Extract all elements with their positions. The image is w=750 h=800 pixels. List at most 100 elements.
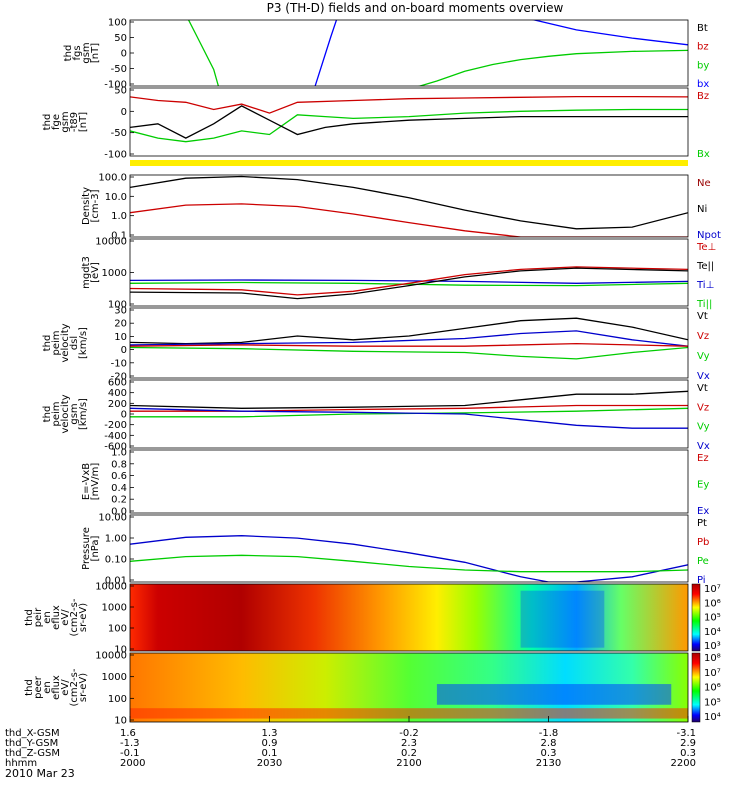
y-tick-label: 1.0 — [111, 448, 127, 459]
y-axis-label-line: thd — [24, 679, 35, 696]
legend-entry: Vy — [697, 422, 710, 433]
y-axis-label-line: thd — [42, 114, 53, 131]
y-axis-label-line: [nT] — [90, 43, 101, 63]
panel-frame — [129, 583, 689, 652]
y-axis-label-line: [km/s] — [78, 327, 89, 359]
legend-entry: Vx — [697, 441, 710, 452]
series-line — [130, 266, 688, 296]
y-tick-label: 20 — [114, 319, 127, 330]
spectrogram-bottom-band — [130, 708, 688, 719]
y-axis-label-line: [eV] — [90, 262, 101, 283]
legend-entry: Vt — [697, 311, 708, 322]
y-axis-label-line: eflux — [51, 605, 62, 630]
legend-entry: Pt — [697, 518, 707, 529]
series-line — [130, 105, 688, 139]
y-tick-label: -200 — [104, 420, 127, 431]
x-axis-value: 1.6 — [120, 728, 136, 739]
y-axis-label-line: eflux — [51, 675, 62, 700]
y-tick-label: -10 — [111, 358, 127, 369]
legend-entry: Vx — [697, 371, 710, 382]
colorbar-tick-label: 10⁵ — [704, 697, 721, 708]
y-tick-label: 100.0 — [98, 173, 127, 184]
y-axis-label-line: thd — [42, 335, 53, 352]
y-tick-label: 1.0 — [111, 211, 127, 222]
series-line — [130, 203, 688, 237]
y-tick-label: 0 — [121, 410, 127, 421]
colorbar-tick-label: 10⁷ — [704, 584, 721, 595]
y-tick-label: 50 — [114, 86, 127, 97]
y-axis-label-line: gsm — [60, 111, 71, 132]
x-axis-row-label: thd_Z-GSM — [5, 748, 60, 759]
x-axis-value: 0.1 — [262, 748, 278, 759]
legend-entry: bz — [697, 42, 709, 53]
y-tick-label: 10 — [114, 716, 127, 727]
y-axis-label-line: eV/ — [60, 679, 71, 696]
y-tick-label: -100 — [104, 80, 127, 91]
y-tick-label: 0.01 — [105, 576, 127, 587]
series-line — [314, 20, 688, 86]
y-tick-label: 10.00 — [98, 513, 127, 524]
series-line — [130, 108, 688, 143]
y-axis-label-line: eV/ — [60, 609, 71, 626]
y-axis-label-line: Density — [81, 187, 92, 225]
x-axis-value: 2.9 — [680, 738, 696, 749]
legend-entry: bx — [697, 79, 709, 90]
colorbar — [691, 652, 701, 723]
x-axis-value: -3.1 — [676, 728, 696, 739]
y-axis-label-line: [mV/m] — [90, 463, 101, 501]
y-tick-label: 10000 — [95, 237, 127, 248]
y-tick-label: -400 — [104, 431, 127, 442]
y-tick-label: -600 — [104, 442, 127, 453]
y-tick-label: 1.00 — [105, 534, 127, 545]
x-axis-value: 2.3 — [401, 738, 417, 749]
legend-entry: Ne — [697, 178, 711, 189]
colorbar-tick-label: 10⁸ — [704, 653, 721, 664]
legend-entry: Pe — [697, 556, 709, 567]
y-tick-label: 10 — [114, 332, 127, 343]
y-tick-label: 0.0 — [111, 507, 127, 518]
legend-entry: Vy — [697, 351, 710, 362]
series-line — [130, 281, 688, 287]
series-line — [130, 390, 688, 409]
colorbar-tick-label: 10⁵ — [704, 613, 721, 624]
x-axis-annotation: thd_X-GSM 1.6 1.3 -0.2 -1.8 -3.1 thd_Y-GSM -1.3… — [5, 716, 696, 769]
panel-peir: 10⁷ 10⁶ 10⁵ 10⁴ 10³ 10000 1000 100 10 thdpeirenef… — [24, 582, 721, 656]
y-tick-label: 0.2 — [111, 495, 127, 506]
legend-entry: Ti⊥ — [696, 280, 714, 291]
y-axis-label-line: -t89 — [69, 112, 80, 132]
y-tick-label: 0.1 — [111, 231, 127, 242]
x-axis-value: 0.2 — [401, 748, 417, 759]
legend-entry: Ey — [697, 480, 709, 491]
legend-entry: Bz — [697, 91, 709, 102]
y-tick-label: 100 — [108, 694, 127, 705]
y-axis-label-line: gsm — [69, 403, 80, 424]
y-axis-label-line: [cm-3] — [90, 189, 101, 222]
colorbar-tick-label: 10⁴ — [704, 627, 721, 638]
panel-vel-peim-dsl: Vt Vz Vy Vx 30 20 10 0 -10 -20 thdpeimvelocitydsl[… — [42, 306, 710, 383]
y-tick-label: 50 — [114, 33, 127, 44]
y-axis-label-line: thd — [42, 406, 53, 423]
y-axis-label-line: fge — [51, 114, 62, 130]
legend-entry: Npot — [697, 230, 721, 241]
legend-entry: Pi — [697, 575, 706, 586]
legend-entry: Bx — [697, 149, 710, 160]
y-axis-label-line: [nPa] — [90, 535, 101, 561]
y-tick-label: 0.10 — [105, 555, 127, 566]
panel-frame — [129, 449, 689, 514]
x-axis-value: -0.2 — [399, 728, 419, 739]
y-tick-label: 0.4 — [111, 483, 127, 494]
legend-entry: Pb — [697, 537, 709, 548]
legend-entry: Ni — [697, 204, 707, 215]
colorbar — [691, 583, 701, 652]
y-tick-label: 30 — [114, 306, 127, 317]
colorbar-tick-label: 10³ — [704, 641, 721, 652]
spectrogram-low-band — [436, 684, 672, 705]
x-axis-row-label: thd_Y-GSM — [5, 738, 58, 749]
y-axis-label-line: thd — [24, 609, 35, 626]
panel-frame — [129, 87, 689, 157]
panel-frame — [129, 514, 689, 583]
y-axis-label-line: sr-eV) — [78, 673, 89, 702]
